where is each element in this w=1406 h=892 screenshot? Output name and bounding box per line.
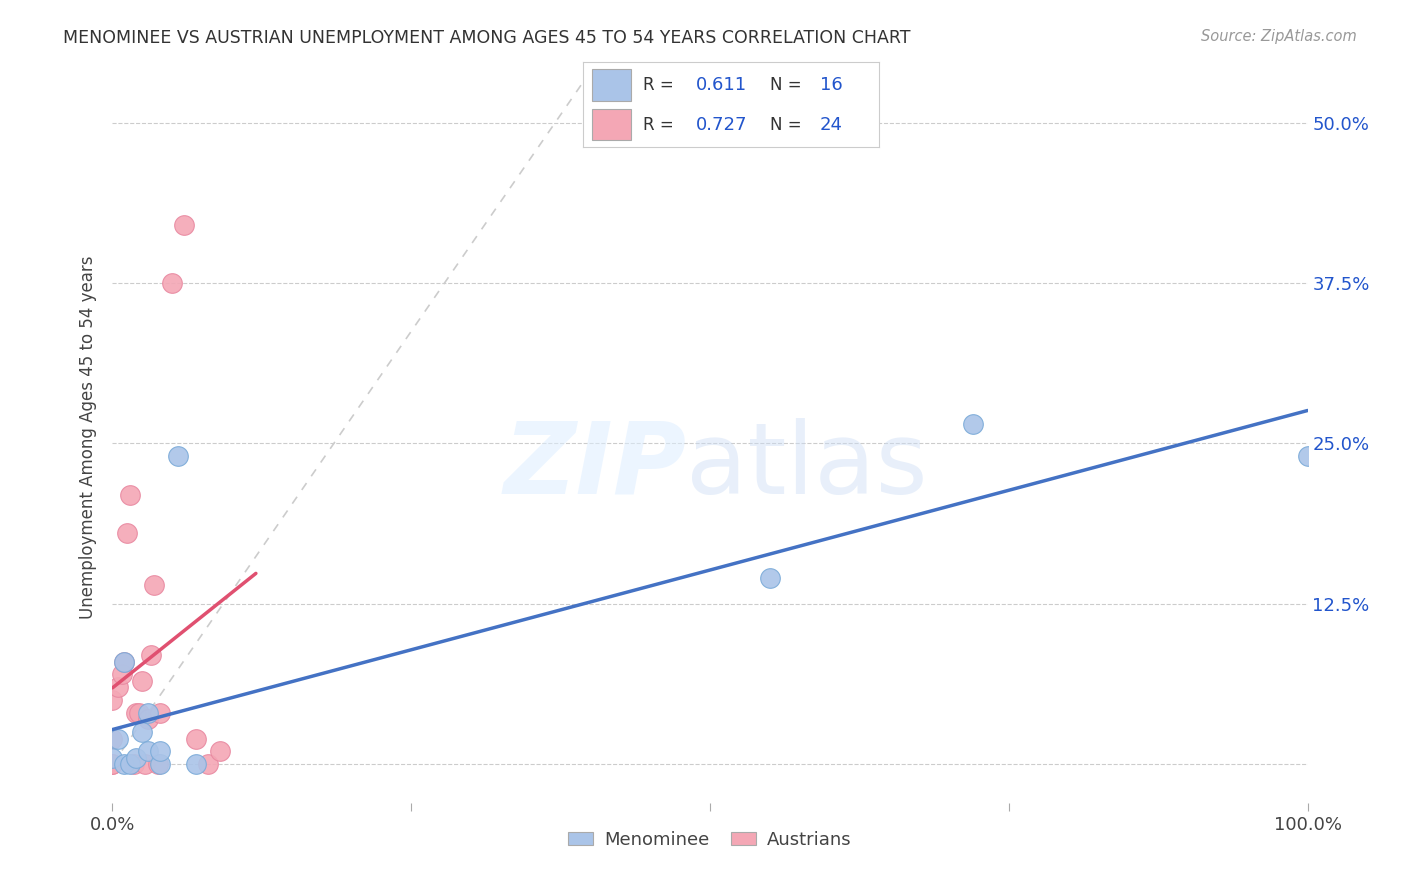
- Text: N =: N =: [769, 116, 807, 134]
- Point: [101, 751, 124, 765]
- Point: [111, 667, 134, 681]
- Point: [115, 526, 138, 541]
- Point: [101, 731, 124, 746]
- Point: [114, 757, 135, 772]
- Point: [1296, 450, 1319, 464]
- Text: R =: R =: [643, 77, 679, 95]
- Point: [107, 731, 129, 746]
- Point: [101, 693, 124, 707]
- Point: [120, 757, 142, 772]
- Point: [114, 655, 135, 669]
- Y-axis label: Unemployment Among Ages 45 to 54 years: Unemployment Among Ages 45 to 54 years: [79, 255, 97, 619]
- Text: 0.611: 0.611: [696, 77, 747, 95]
- Text: MENOMINEE VS AUSTRIAN UNEMPLOYMENT AMONG AGES 45 TO 54 YEARS CORRELATION CHART: MENOMINEE VS AUSTRIAN UNEMPLOYMENT AMONG…: [63, 29, 911, 46]
- Legend: Menominee, Austrians: Menominee, Austrians: [561, 823, 859, 856]
- Point: [134, 757, 156, 772]
- Bar: [592, 70, 631, 101]
- Point: [149, 744, 172, 758]
- Point: [125, 706, 148, 720]
- Point: [131, 673, 153, 688]
- Point: [101, 757, 124, 772]
- Point: [139, 648, 162, 663]
- Text: ZIP: ZIP: [503, 417, 686, 515]
- Point: [138, 744, 160, 758]
- Point: [149, 706, 172, 720]
- Point: [209, 744, 232, 758]
- Text: 0.727: 0.727: [696, 116, 747, 134]
- Point: [101, 757, 124, 772]
- Point: [167, 450, 190, 464]
- Text: atlas: atlas: [686, 417, 928, 515]
- Point: [120, 488, 142, 502]
- Text: 16: 16: [820, 77, 842, 95]
- Point: [186, 757, 208, 772]
- Text: R =: R =: [643, 116, 679, 134]
- Point: [138, 712, 160, 726]
- Point: [122, 757, 145, 772]
- Point: [162, 276, 183, 290]
- Point: [131, 725, 153, 739]
- Text: Source: ZipAtlas.com: Source: ZipAtlas.com: [1201, 29, 1357, 44]
- Point: [197, 757, 219, 772]
- Point: [149, 757, 172, 772]
- Point: [173, 219, 195, 233]
- Point: [759, 571, 782, 585]
- Text: 24: 24: [820, 116, 842, 134]
- Bar: [592, 109, 631, 140]
- Point: [125, 751, 148, 765]
- Point: [962, 417, 984, 432]
- Point: [138, 706, 160, 720]
- Point: [143, 577, 166, 591]
- Point: [107, 681, 129, 695]
- Point: [146, 757, 169, 772]
- Point: [186, 731, 208, 746]
- Point: [114, 655, 135, 669]
- Point: [128, 706, 150, 720]
- Text: N =: N =: [769, 77, 807, 95]
